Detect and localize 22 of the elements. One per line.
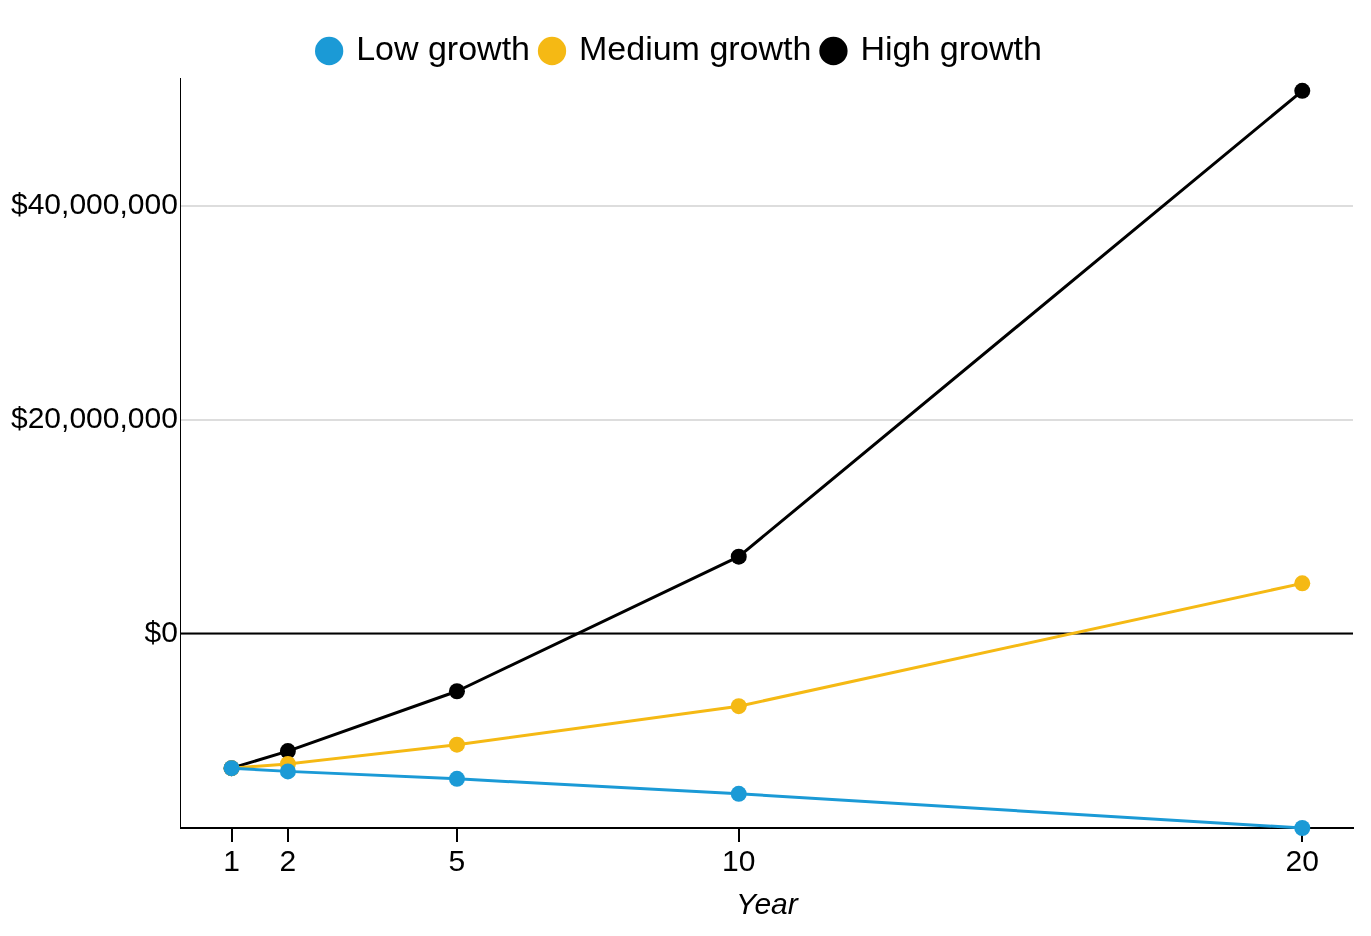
point <box>730 698 747 715</box>
legend-label: Medium growth <box>579 29 812 68</box>
point <box>730 785 747 802</box>
point <box>1294 820 1311 836</box>
y-tick-label: $0 <box>144 614 178 648</box>
x-tick-label: 5 <box>448 844 466 878</box>
x-tick-label: 20 <box>1285 844 1319 878</box>
y-tick-label: $40,000,000 <box>10 187 178 221</box>
x-tick-label: 10 <box>722 844 756 878</box>
point <box>279 763 296 780</box>
point <box>730 548 747 565</box>
point <box>1294 82 1311 99</box>
legend-label: Low growth <box>356 29 531 68</box>
point <box>448 683 465 700</box>
legend-label: High growth <box>860 29 1042 68</box>
point <box>1294 575 1311 592</box>
point <box>448 736 465 753</box>
y-tick-label: $20,000,000 <box>10 401 178 435</box>
x-tick-label: 1 <box>223 844 240 878</box>
x-tick-label: 2 <box>279 844 297 878</box>
point <box>448 770 465 787</box>
x-axis-title: Year <box>736 887 799 921</box>
